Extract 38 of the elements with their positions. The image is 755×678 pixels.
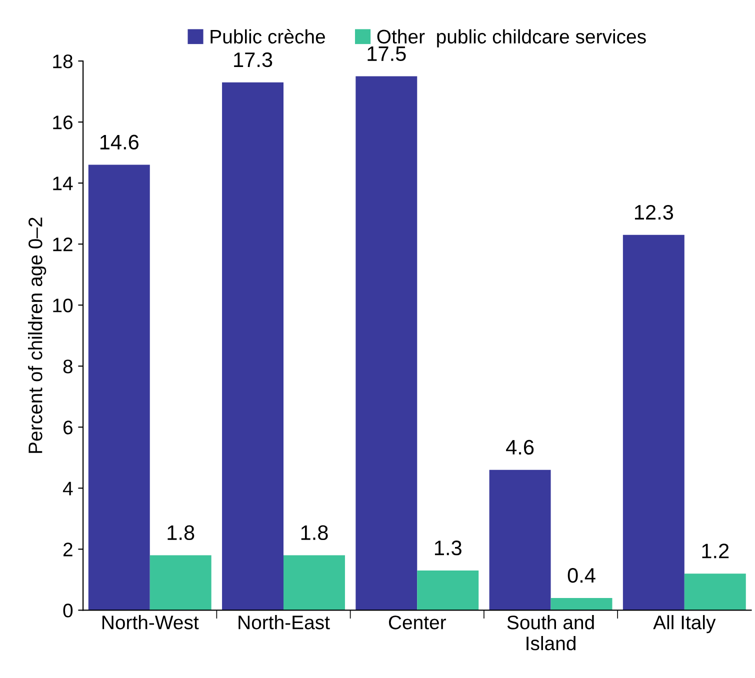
data-label: 12.3 <box>634 204 674 220</box>
bar <box>150 555 212 610</box>
legend-label: Public crèche <box>210 29 325 44</box>
data-label: 17.5 <box>368 46 406 62</box>
bar <box>284 555 345 610</box>
y-tick-label: 10 <box>53 298 73 312</box>
data-label: 1.2 <box>702 544 729 558</box>
data-label: 14.6 <box>100 134 138 150</box>
x-tick-label: Center <box>388 616 446 630</box>
data-label: 1.8 <box>301 525 328 540</box>
bar <box>489 470 551 610</box>
data-label: 1.3 <box>434 540 462 556</box>
bar <box>684 574 746 610</box>
y-tick-label: 8 <box>63 360 72 374</box>
bar <box>222 82 284 610</box>
legend-label: Other public childcare services <box>377 29 646 48</box>
bar <box>356 76 418 610</box>
data-label: 1.8 <box>168 525 194 540</box>
y-tick-label: 18 <box>53 54 72 68</box>
y-axis-title: Percent of children age 0–2 <box>28 218 46 453</box>
x-tick-label: South and Island <box>507 615 594 650</box>
y-tick-label: 2 <box>63 542 72 556</box>
y-tick-label: 16 <box>53 116 72 130</box>
data-label: 17.3 <box>234 52 272 68</box>
y-tick-label: 0 <box>63 604 73 618</box>
y-tick-label: 14 <box>53 176 73 190</box>
bar <box>88 164 150 610</box>
data-label: 0.4 <box>568 568 596 583</box>
y-tick-label: 12 <box>53 238 72 252</box>
y-tick-label: 4 <box>62 482 73 496</box>
y-tick-label: 6 <box>64 420 72 434</box>
bar <box>622 234 684 610</box>
data-label: 4.6 <box>506 440 534 455</box>
x-tick-label: North-East <box>238 615 330 630</box>
x-tick-label: North-West <box>102 615 199 630</box>
bar <box>550 598 612 610</box>
x-tick-label: All Italy <box>653 615 716 634</box>
bar <box>417 570 479 610</box>
